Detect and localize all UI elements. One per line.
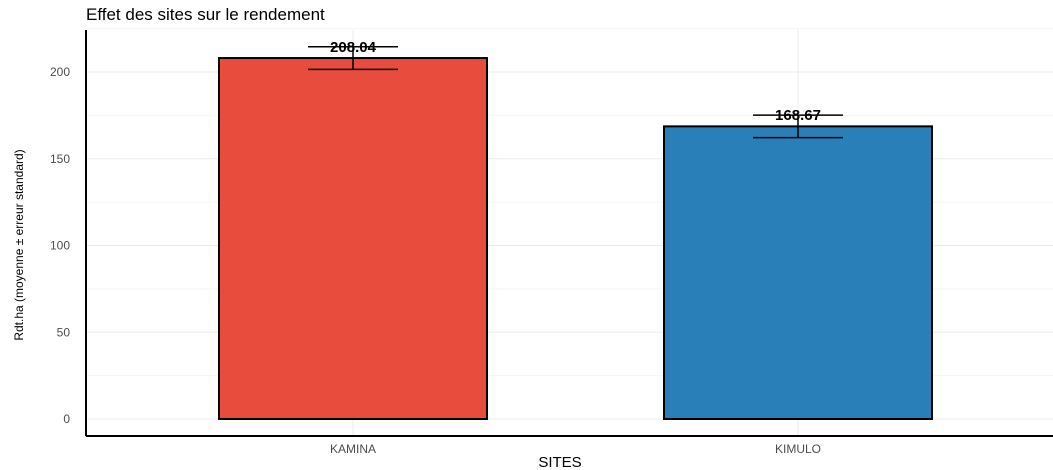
- x-axis-ticks: KAMINA KIMULO: [330, 442, 821, 456]
- x-tick-label: KAMINA: [330, 442, 376, 456]
- y-tick-label: 150: [50, 152, 70, 166]
- x-tick-label: KIMULO: [775, 442, 821, 456]
- y-axis-ticks: 0 50 100 150 200: [50, 65, 70, 426]
- bar-kimulo: [663, 125, 933, 421]
- y-axis-label: Rdt.ha (moyenne ± erreur standard): [12, 149, 26, 340]
- bar-kamina: [218, 57, 488, 420]
- y-tick-label: 0: [63, 412, 70, 426]
- y-tick-label: 50: [57, 325, 71, 339]
- data-labels: 208.04 168.67: [330, 39, 821, 124]
- error-bars: [308, 46, 843, 139]
- y-tick-label: 100: [50, 239, 70, 253]
- chart-title: Effet des sites sur le rendement: [86, 5, 325, 24]
- data-label: 168.67: [775, 107, 821, 124]
- data-label: 208.04: [330, 39, 377, 56]
- x-axis-label: SITES: [538, 454, 581, 470]
- bars: [218, 57, 933, 421]
- y-tick-label: 200: [50, 65, 70, 79]
